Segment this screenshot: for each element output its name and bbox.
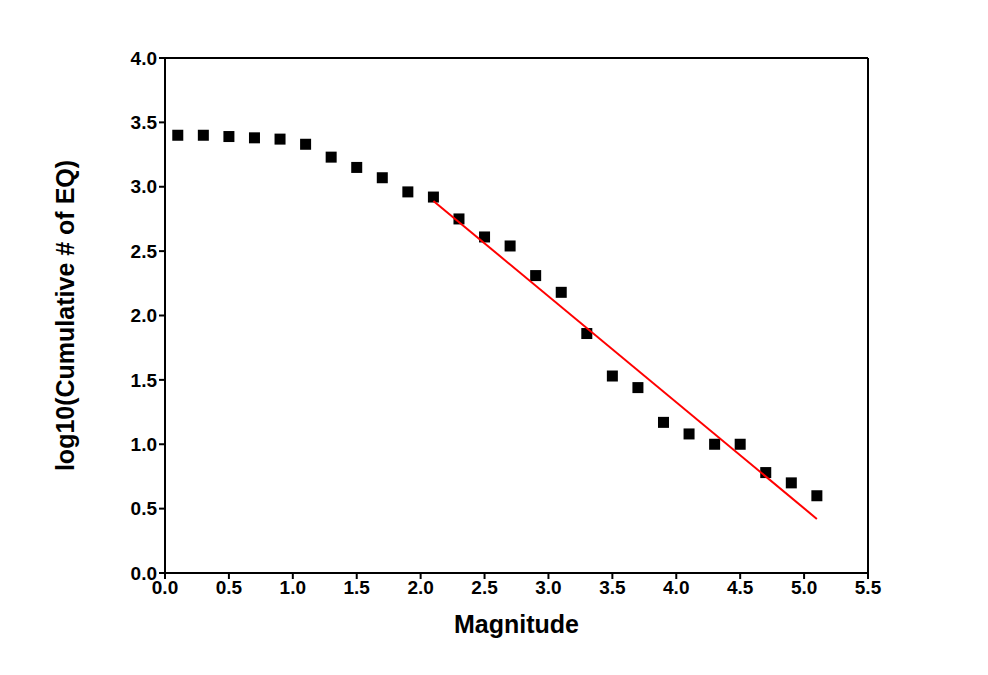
svg-text:3.0: 3.0 [131,176,157,197]
svg-text:0.0: 0.0 [131,563,157,584]
svg-text:4.5: 4.5 [727,577,754,598]
svg-text:2.0: 2.0 [407,577,433,598]
svg-text:1.5: 1.5 [131,370,158,391]
svg-text:log10(Cumulative # of EQ): log10(Cumulative # of EQ) [51,160,79,471]
svg-text:3.5: 3.5 [131,112,158,133]
svg-text:5.0: 5.0 [791,577,817,598]
svg-text:3.0: 3.0 [535,577,561,598]
svg-text:0.0: 0.0 [151,577,179,599]
svg-text:5.5: 5.5 [855,577,882,598]
svg-text:Magnitude: Magnitude [454,610,579,638]
svg-text:2.5: 2.5 [471,577,498,598]
svg-text:4.0: 4.0 [131,48,157,69]
svg-text:1.0: 1.0 [280,577,306,598]
svg-text:0.5: 0.5 [216,577,243,598]
svg-text:1.5: 1.5 [344,577,371,598]
svg-text:0.5: 0.5 [131,498,158,519]
svg-text:1.0: 1.0 [131,434,157,455]
svg-text:2.0: 2.0 [131,305,157,326]
svg-text:2.5: 2.5 [131,241,158,262]
svg-text:4.0: 4.0 [663,577,689,598]
svg-text:3.5: 3.5 [599,577,626,598]
